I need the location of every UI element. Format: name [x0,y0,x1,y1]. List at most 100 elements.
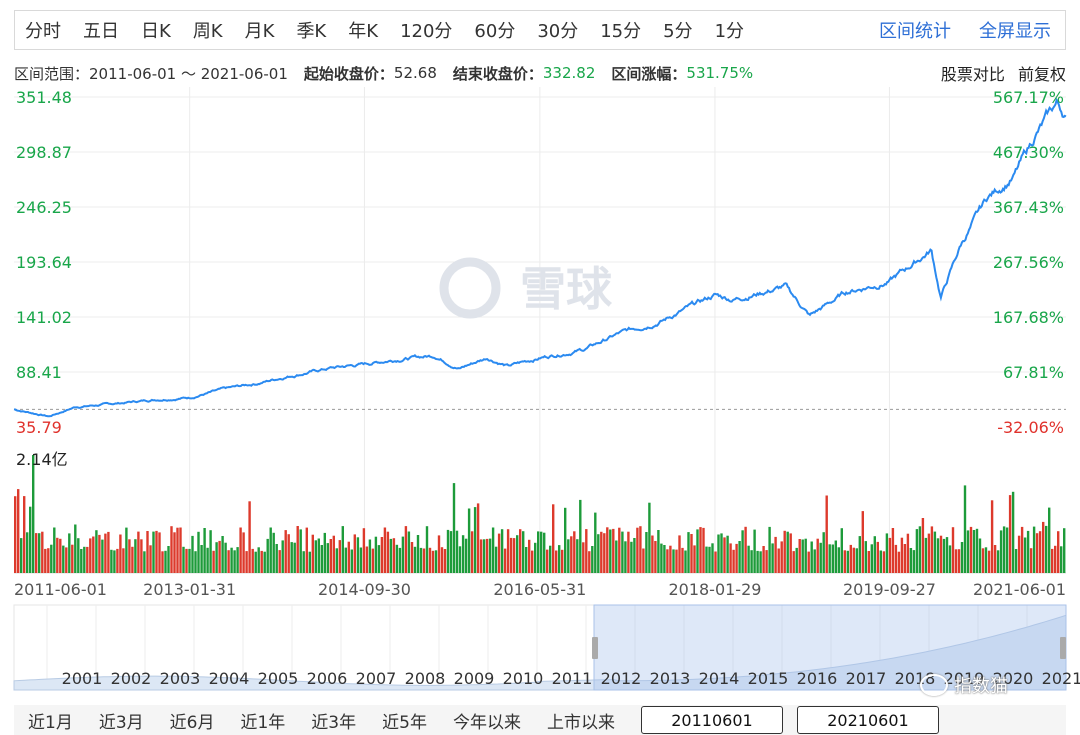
volume-bar [711,543,714,573]
navigator-year-label: 2013 [650,669,691,688]
volume-bar [885,533,889,573]
volume-bar [434,550,438,573]
volume-bar [152,531,155,573]
volume-bar [68,533,71,573]
volume-bar [537,531,540,573]
range-button[interactable]: 近1月 [28,712,73,733]
volume-bar [891,528,895,573]
volume-bar [179,527,182,573]
range-button[interactable]: 近3月 [98,712,144,733]
wechat-icon [920,674,948,696]
watermark: 指数猫 [920,672,1008,698]
period-tab[interactable]: 季K [296,21,327,42]
range-button[interactable]: 近3年 [311,712,357,733]
volume-bar [149,545,152,573]
volume-bar [326,543,329,573]
volume-bar [525,547,528,573]
volume-bar [753,529,756,573]
price-chart[interactable]: 雪球 351.48 567.17% 298.87 467.30% 246.25 367.4… [0,85,1080,695]
period-tab[interactable]: 15分 [600,21,642,42]
navigator-area [13,614,1067,691]
range-button[interactable]: 上市以来 [546,712,615,733]
volume-bar [383,527,387,573]
volume-bar [756,550,759,573]
volume-bar [242,532,245,573]
volume-bar [594,512,597,573]
navigator-year-label: 2009 [454,669,495,688]
range-selector-bar: 近1月 近3月 近6月 近1年 近3年 近5年 今年以来 上市以来 20110601 2021… [14,705,1066,735]
volume-bar [32,455,35,573]
volume-bar [1060,546,1063,573]
volume-bar [458,546,462,573]
volume-bar [1063,528,1066,573]
x-tick-label: 2018-01-29 [668,580,761,599]
fullscreen-link[interactable]: 全屏显示 [979,21,1051,42]
period-tab[interactable]: 年K [348,21,379,42]
volume-bar [395,544,399,573]
navigator-selection[interactable] [593,604,1067,691]
volume-bar [732,549,735,573]
period-tab[interactable]: 60分 [474,21,516,42]
volume-bar [107,531,110,573]
range-button[interactable]: 近6月 [169,712,215,733]
volume-bar [1008,495,1012,573]
period-tab[interactable]: 120分 [400,21,453,42]
volume-bar [1029,548,1033,573]
volume-max-label: 2.14亿 [16,450,68,469]
navigator-handle-left[interactable] [592,637,598,659]
right-tools: 股票对比 前复权 [933,61,1066,85]
volume-bar [549,545,552,573]
volume-bar [512,538,516,573]
volume-bar [942,538,946,573]
y-tick-label-right: 67.81% [1003,363,1064,382]
volume-bar [140,539,143,573]
navigator-year-label: 2010 [503,669,544,688]
forward-adjust-button[interactable]: 前复权 [1017,65,1066,84]
volume-bar [714,551,717,573]
volume-bar [882,551,886,573]
volume-bar [636,527,639,573]
volume-bar [633,538,636,573]
volume-bar [503,548,507,573]
volume-bar [678,535,681,573]
period-tab[interactable]: 1分 [714,21,745,42]
range-stats-link[interactable]: 区间统计 [879,21,951,42]
volume-bar [531,550,534,573]
volume-bar [128,539,131,573]
volume-bar [35,533,38,573]
volume-bar [296,526,299,573]
end-date-input[interactable]: 20210601 [796,706,939,734]
volume-bar [377,545,381,573]
range-button[interactable]: 今年以来 [452,712,521,733]
volume-bar [924,537,928,573]
stock-compare-button[interactable]: 股票对比 [940,65,1005,84]
range-button[interactable]: 近5年 [382,712,427,733]
volume-bar [1005,527,1009,573]
period-tab[interactable]: 5分 [663,21,693,42]
navigator-handle-right[interactable] [1060,637,1066,659]
x-tick-label: 2014-09-30 [318,580,411,599]
volume-bar [936,538,940,573]
volume-bar [467,508,471,573]
volume-bar [876,541,879,573]
period-tab[interactable]: 月K [244,21,275,42]
volume-bar [494,546,498,573]
volume-bar [927,533,931,573]
period-tab[interactable]: 周K [192,21,223,42]
volume-bar [386,531,390,573]
volume-bar [717,534,720,573]
volume-bar [894,544,898,573]
range-button[interactable]: 近1年 [240,712,286,733]
period-tab[interactable]: 30分 [537,21,579,42]
volume-bar [173,532,176,573]
volume-bar [774,536,777,573]
start-date-input[interactable]: 20110601 [640,706,783,734]
period-tab[interactable]: 五日 [83,21,119,42]
period-tab[interactable]: 分时 [25,21,61,42]
navigator-year-label: 2001 [62,669,103,688]
volume-bar [272,532,275,573]
range-value: 2011-06-01 ～ 2021-06-01 [89,64,288,83]
volume-bar [278,550,281,573]
period-tab[interactable]: 日K [141,21,171,42]
volume-bar [245,551,248,573]
